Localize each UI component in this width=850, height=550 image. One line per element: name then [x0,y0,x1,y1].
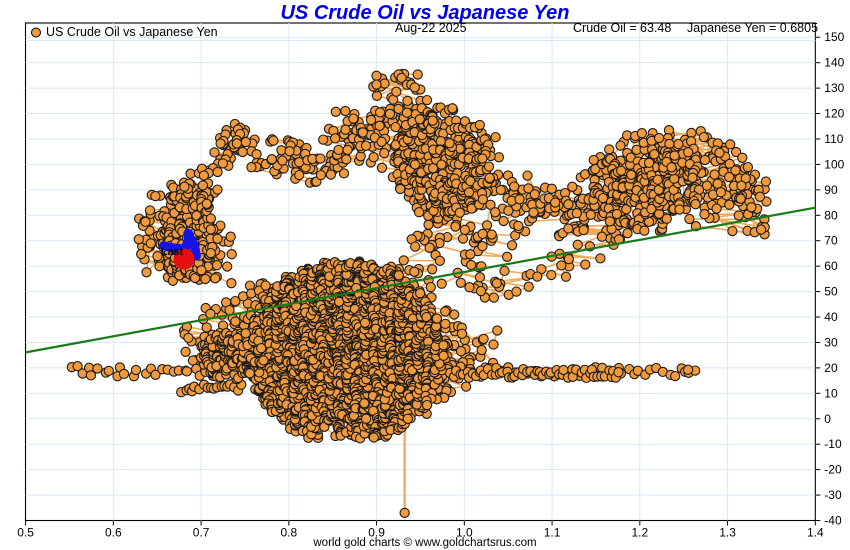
svg-text:1.2: 1.2 [631,526,648,540]
svg-text:0.5: 0.5 [17,526,34,540]
svg-text:40: 40 [824,310,838,324]
svg-text:50: 50 [824,285,838,299]
svg-text:1.1: 1.1 [544,526,561,540]
svg-text:30: 30 [824,335,838,349]
svg-text:Crude Oil = 63.48: Crude Oil = 63.48 [573,21,671,35]
svg-text:10: 10 [824,386,838,400]
svg-text:140: 140 [824,56,844,70]
svg-text:0: 0 [824,412,831,426]
svg-text:-40: -40 [824,514,842,528]
svg-text:Last: Last [161,246,184,258]
svg-text:0.8: 0.8 [280,526,297,540]
svg-text:world gold charts © www.goldch: world gold charts © www.goldchartsrus.co… [312,537,536,549]
svg-text:-20: -20 [824,463,842,477]
svg-text:60: 60 [824,259,838,273]
svg-text:100: 100 [824,157,844,171]
svg-text:-30: -30 [824,488,842,502]
svg-text:110: 110 [824,132,843,146]
svg-text:0.7: 0.7 [193,526,210,540]
svg-text:1.4: 1.4 [807,526,824,540]
svg-text:120: 120 [824,107,844,121]
svg-text:80: 80 [824,208,838,222]
svg-text:130: 130 [824,81,844,95]
svg-text:70: 70 [824,234,838,248]
svg-text:0.6: 0.6 [105,526,122,540]
svg-text:Japanese Yen = 0.6805: Japanese Yen = 0.6805 [687,21,818,35]
svg-text:90: 90 [824,183,838,197]
svg-text:US Crude Oil vs Japanese Yen: US Crude Oil vs Japanese Yen [46,25,218,39]
svg-text:150: 150 [824,30,844,44]
svg-text:Aug-22 2025: Aug-22 2025 [395,21,467,35]
svg-text:-10: -10 [824,437,842,451]
svg-text:20: 20 [824,361,838,375]
svg-text:1.3: 1.3 [719,526,736,540]
